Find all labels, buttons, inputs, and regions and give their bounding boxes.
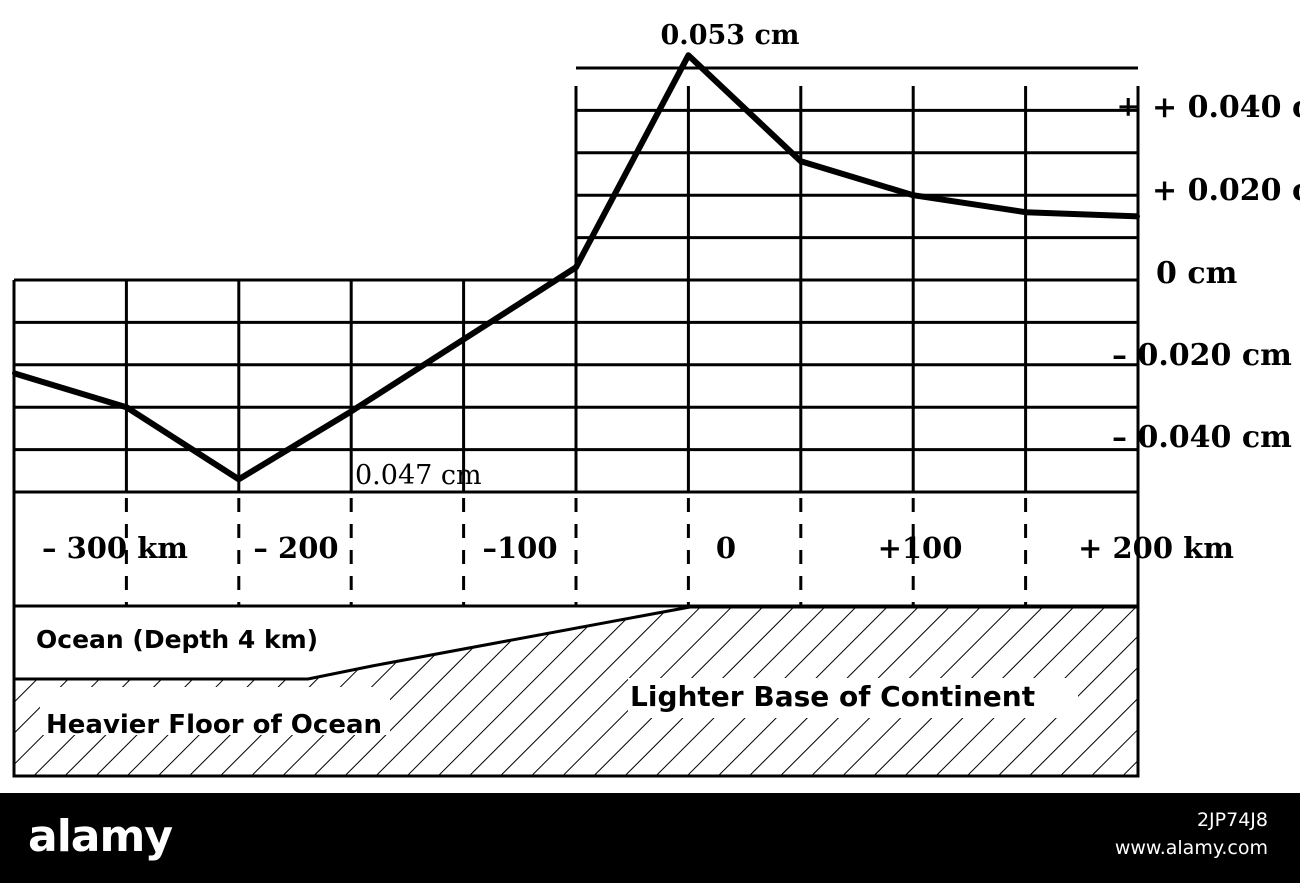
y-tick-sign: + [1117, 90, 1140, 123]
x-tick-label-0: – 300 km [42, 531, 188, 565]
data-points [12, 53, 1140, 482]
alamy-logo: alamy [28, 811, 173, 862]
continent-label-bg [628, 678, 1078, 718]
data-point-4 [461, 337, 466, 342]
y-tick-label-4: – 0.040 cm [1112, 420, 1292, 455]
x-tick-label-4: +100 [878, 531, 963, 565]
min-value-label: 0.047 cm [355, 460, 482, 491]
cross-section: Ocean (Depth 4 km) Heavier Floor of Ocea… [12, 604, 1140, 778]
data-point-8 [911, 193, 916, 198]
image-id: 2JP74J8 [1196, 809, 1268, 831]
data-point-3 [349, 409, 354, 414]
y-tick-label-3: – 0.020 cm [1112, 338, 1292, 373]
x-tick-label-5: + 200 km [1078, 531, 1234, 565]
y-tick-label-2: 0 cm [1156, 256, 1238, 291]
y-tick-label-1: + 0.020 cm [1152, 173, 1300, 208]
site-url: www.alamy.com [1114, 837, 1268, 859]
data-point-2 [236, 477, 241, 482]
x-axis-labels: – 300 km – 200 –100 0 +100 + 200 km [42, 531, 1234, 565]
x-tick-label-2: –100 [482, 531, 557, 565]
x-tick-label-1: – 200 [253, 531, 338, 565]
data-point-10 [1136, 214, 1140, 219]
watermark-footer: alamy 2JP74J8 www.alamy.com [0, 793, 1300, 883]
continent-base-label: Lighter Base of Continent [630, 680, 1035, 713]
data-point-1 [124, 405, 129, 410]
ocean-label: Ocean (Depth 4 km) [36, 625, 318, 654]
data-point-7 [798, 159, 803, 164]
chart-grid [12, 66, 1140, 494]
y-axis-labels: + + 0.040 cm + 0.020 cm 0 cm – 0.020 cm … [1112, 90, 1300, 455]
ocean-floor-boundary [14, 605, 1138, 681]
data-point-9 [1023, 210, 1028, 215]
ocean-floor-label: Heavier Floor of Ocean [46, 710, 382, 740]
data-point-0 [12, 371, 16, 376]
data-point-6 [686, 53, 691, 58]
max-value-label: 0.053 cm [661, 20, 800, 51]
image-credit: 2JP74J8 www.alamy.com [1115, 806, 1268, 862]
data-point-5 [574, 265, 578, 270]
ocean-floor-label-bg [40, 687, 390, 735]
y-tick-label-0: + 0.040 cm [1152, 90, 1300, 125]
x-axis-band [12, 492, 1140, 606]
x-tick-label-3: 0 [716, 531, 736, 565]
